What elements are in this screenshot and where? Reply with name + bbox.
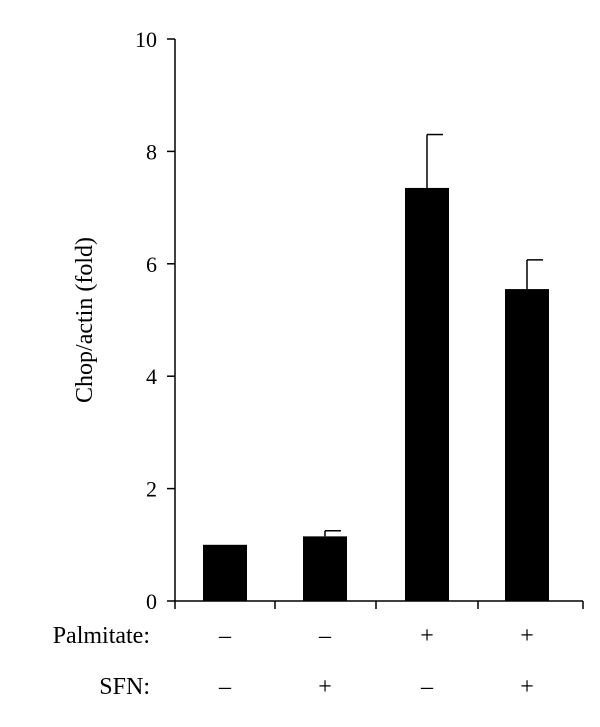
x-axis [174, 600, 584, 609]
bar [405, 187, 449, 601]
treatment-sign: + [318, 674, 332, 700]
y-tick-label: 4 [146, 364, 157, 389]
bar [505, 289, 549, 601]
treatment-label: SFN: [99, 674, 150, 700]
y-tick-label: 0 [146, 589, 157, 614]
y-tick-label: 2 [146, 477, 157, 502]
y-tick-label: 10 [135, 27, 157, 52]
y-axis-label: Chop/actin (fold) [72, 237, 98, 403]
treatment-sign: – [218, 623, 232, 649]
treatment-sign: + [420, 623, 434, 649]
bars [203, 187, 549, 601]
treatment-sign: – [218, 674, 232, 700]
bar [203, 544, 247, 601]
bar [303, 536, 347, 601]
treatment-label: Palmitate: [53, 623, 150, 649]
treatment-table: Palmitate: – – + + SFN: – + – + [53, 623, 534, 700]
y-axis: 0 2 4 6 8 10 [135, 27, 176, 614]
y-tick-label: 6 [146, 252, 157, 277]
treatment-sign: – [318, 623, 332, 649]
treatment-sign: – [420, 674, 434, 700]
treatment-sign: + [520, 674, 534, 700]
treatment-sign: + [520, 623, 534, 649]
y-tick-label: 8 [146, 139, 157, 164]
error-bars [324, 133, 543, 537]
